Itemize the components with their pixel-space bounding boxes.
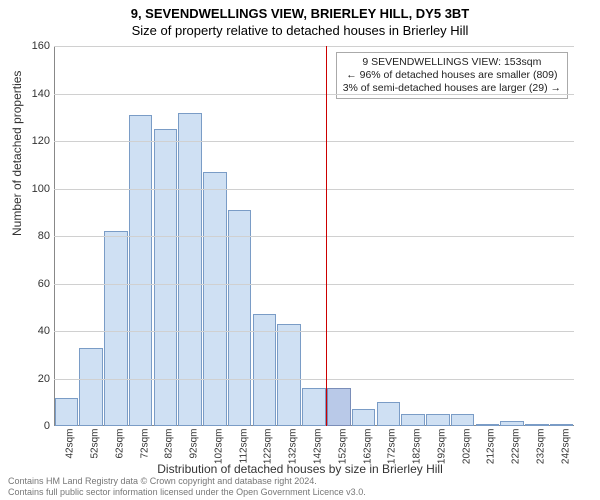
y-tick-label: 120 bbox=[20, 135, 50, 147]
x-tick-label: 192sqm bbox=[436, 429, 447, 465]
y-tick-label: 160 bbox=[20, 40, 50, 52]
y-tick-label: 80 bbox=[20, 230, 50, 242]
gridline bbox=[54, 46, 574, 47]
histogram-bar bbox=[426, 414, 450, 426]
y-tick-label: 0 bbox=[20, 420, 50, 432]
gridline bbox=[54, 379, 574, 380]
x-tick-label: 142sqm bbox=[313, 429, 324, 465]
histogram-bar bbox=[352, 409, 376, 426]
y-tick-label: 140 bbox=[20, 88, 50, 100]
histogram-bar bbox=[377, 402, 401, 426]
x-tick-label: 72sqm bbox=[139, 429, 150, 459]
y-tick-label: 20 bbox=[20, 373, 50, 385]
histogram-bar bbox=[525, 424, 549, 426]
footnote: Contains HM Land Registry data © Crown c… bbox=[8, 476, 366, 498]
y-tick-label: 60 bbox=[20, 278, 50, 290]
gridline bbox=[54, 141, 574, 142]
info-box-line2: ← 96% of detached houses are smaller (80… bbox=[343, 69, 561, 82]
histogram-bar bbox=[302, 388, 326, 426]
x-tick-label: 42sqm bbox=[65, 429, 76, 459]
x-tick-label: 172sqm bbox=[387, 429, 398, 465]
plot-region: 9 SEVENDWELLINGS VIEW: 153sqm ← 96% of d… bbox=[54, 46, 574, 426]
gridline bbox=[54, 284, 574, 285]
x-tick-label: 162sqm bbox=[362, 429, 373, 465]
histogram-bar bbox=[203, 172, 227, 426]
gridline bbox=[54, 94, 574, 95]
footnote-line2: Contains full public sector information … bbox=[8, 487, 366, 498]
x-tick-label: 92sqm bbox=[189, 429, 200, 459]
x-tick-label: 242sqm bbox=[560, 429, 571, 465]
info-box-line1: 9 SEVENDWELLINGS VIEW: 153sqm bbox=[343, 56, 561, 69]
histogram-bar bbox=[476, 424, 500, 426]
gridline bbox=[54, 236, 574, 237]
info-box: 9 SEVENDWELLINGS VIEW: 153sqm ← 96% of d… bbox=[336, 52, 568, 99]
x-tick-label: 132sqm bbox=[288, 429, 299, 465]
y-tick-label: 40 bbox=[20, 325, 50, 337]
histogram-bar bbox=[277, 324, 301, 426]
y-tick-label: 100 bbox=[20, 183, 50, 195]
gridline bbox=[54, 189, 574, 190]
chart-title-address: 9, SEVENDWELLINGS VIEW, BRIERLEY HILL, D… bbox=[0, 0, 600, 21]
histogram-bar bbox=[228, 210, 252, 426]
x-axis-label: Distribution of detached houses by size … bbox=[0, 462, 600, 476]
histogram-bar bbox=[55, 398, 79, 427]
x-tick-label: 62sqm bbox=[114, 429, 125, 459]
marker-line bbox=[326, 46, 327, 426]
histogram-bar bbox=[401, 414, 425, 426]
footnote-line1: Contains HM Land Registry data © Crown c… bbox=[8, 476, 366, 487]
histogram-bar bbox=[154, 129, 178, 426]
histogram-bar bbox=[104, 231, 128, 426]
x-tick-label: 202sqm bbox=[461, 429, 472, 465]
x-tick-label: 102sqm bbox=[213, 429, 224, 465]
chart-area: 9 SEVENDWELLINGS VIEW: 153sqm ← 96% of d… bbox=[54, 46, 574, 426]
x-tick-label: 232sqm bbox=[535, 429, 546, 465]
x-tick-label: 112sqm bbox=[238, 429, 249, 464]
histogram-bar bbox=[550, 424, 574, 426]
chart-subtitle: Size of property relative to detached ho… bbox=[0, 21, 600, 38]
gridline bbox=[54, 331, 574, 332]
histogram-bar bbox=[451, 414, 475, 426]
x-tick-label: 82sqm bbox=[164, 429, 175, 459]
x-tick-label: 52sqm bbox=[90, 429, 101, 459]
x-tick-label: 152sqm bbox=[337, 429, 348, 465]
x-tick-label: 212sqm bbox=[486, 429, 497, 465]
histogram-bar bbox=[327, 388, 351, 426]
histogram-bar bbox=[79, 348, 103, 426]
histogram-bar bbox=[500, 421, 524, 426]
x-tick-label: 182sqm bbox=[412, 429, 423, 465]
x-tick-label: 122sqm bbox=[263, 429, 274, 465]
x-tick-label: 222sqm bbox=[511, 429, 522, 465]
